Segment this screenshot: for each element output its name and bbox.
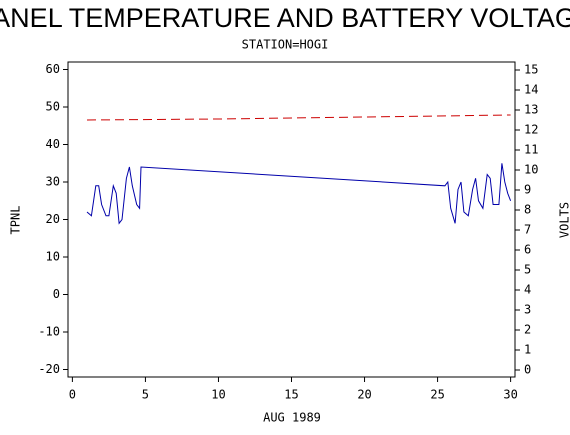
plot-frame bbox=[68, 62, 515, 377]
y2-tick-label: 7 bbox=[524, 223, 531, 237]
x-tick-label: 0 bbox=[69, 388, 76, 402]
y2-axis-label: VOLTS bbox=[558, 202, 570, 238]
chart-subtitle: STATION=HOGI bbox=[242, 38, 329, 52]
y2-tick-label: 6 bbox=[524, 243, 531, 257]
y-tick-label: 50 bbox=[46, 100, 60, 114]
y2-tick-label: 15 bbox=[524, 63, 538, 77]
y2-tick-label: 5 bbox=[524, 263, 531, 277]
x-tick-label: 15 bbox=[284, 388, 298, 402]
x-tick-label: 25 bbox=[430, 388, 444, 402]
y-axis-label: TPNL bbox=[9, 206, 23, 235]
x-tick-label: 5 bbox=[142, 388, 149, 402]
y2-tick-label: 11 bbox=[524, 143, 538, 157]
y2-tick-label: 1 bbox=[524, 343, 531, 357]
chart-title: PANEL TEMPERATURE AND BATTERY VOLTAGE bbox=[0, 3, 570, 33]
y2-tick-label: 4 bbox=[524, 283, 531, 297]
y-tick-label: 60 bbox=[46, 62, 60, 76]
y2-tick-label: 13 bbox=[524, 103, 538, 117]
y-tick-label: -10 bbox=[38, 325, 60, 339]
x-tick-label: 10 bbox=[211, 388, 225, 402]
y2-tick-label: 9 bbox=[524, 183, 531, 197]
y-tick-label: 30 bbox=[46, 175, 60, 189]
y2-tick-label: 8 bbox=[524, 203, 531, 217]
x-tick-label: 30 bbox=[503, 388, 517, 402]
y2-tick-label: 0 bbox=[524, 363, 531, 377]
y2-tick-label: 2 bbox=[524, 323, 531, 337]
y2-tick-label: 12 bbox=[524, 123, 538, 137]
series-line bbox=[87, 163, 511, 223]
y2-tick-label: 14 bbox=[524, 83, 538, 97]
y2-tick-label: 3 bbox=[524, 303, 531, 317]
y2-tick-label: 10 bbox=[524, 163, 538, 177]
y-tick-label: 40 bbox=[46, 137, 60, 151]
x-tick-label: 20 bbox=[357, 388, 371, 402]
y-tick-label: 0 bbox=[53, 287, 60, 301]
y-tick-label: -20 bbox=[38, 362, 60, 376]
x-axis-label: AUG 1989 bbox=[263, 411, 321, 425]
y-tick-label: 20 bbox=[46, 212, 60, 226]
series-line bbox=[87, 115, 511, 120]
y-tick-label: 10 bbox=[46, 250, 60, 264]
